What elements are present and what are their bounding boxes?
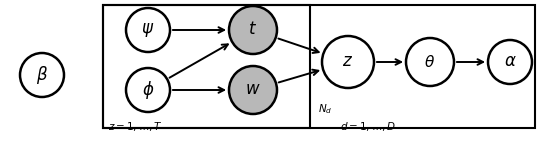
Text: $z = 1, \ldots, T$: $z = 1, \ldots, T$ (108, 120, 163, 133)
Text: $N_d$: $N_d$ (318, 102, 332, 116)
Text: $t$: $t$ (248, 21, 257, 38)
Text: $\beta$: $\beta$ (36, 64, 48, 86)
Text: $w$: $w$ (245, 82, 261, 99)
Text: $\theta$: $\theta$ (424, 54, 436, 70)
Circle shape (126, 68, 170, 112)
Text: $\psi$: $\psi$ (141, 21, 154, 39)
Circle shape (488, 40, 532, 84)
Text: $z$: $z$ (343, 54, 353, 70)
Text: $\alpha$: $\alpha$ (504, 54, 517, 70)
Bar (103, 5, 310, 128)
Text: $\phi$: $\phi$ (142, 79, 154, 101)
Circle shape (322, 36, 374, 88)
Text: $d = 1, \ldots, D$: $d = 1, \ldots, D$ (340, 120, 396, 133)
Circle shape (229, 6, 277, 54)
Circle shape (20, 53, 64, 97)
Bar (103, 5, 535, 128)
Circle shape (406, 38, 454, 86)
Circle shape (126, 8, 170, 52)
Circle shape (229, 66, 277, 114)
